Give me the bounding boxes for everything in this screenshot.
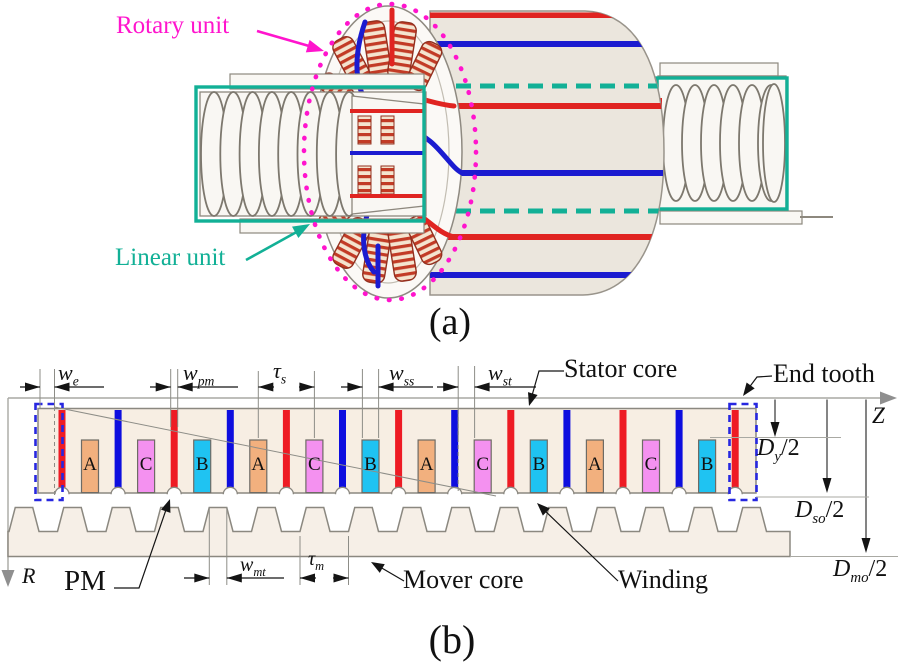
dim-label-wss: wss — [389, 360, 415, 389]
dim-label-dy: Dy/2 — [757, 435, 800, 465]
dim-label-taus: τs — [273, 358, 287, 387]
dim-label-taum: τm — [308, 548, 325, 573]
r-axis-label: R — [22, 563, 36, 588]
winding-slot — [473, 439, 492, 494]
phase-label: A — [251, 454, 266, 475]
caption-a: (a) — [428, 301, 472, 343]
dim-label-wst: wst — [488, 360, 512, 389]
phase-label: B — [195, 454, 209, 475]
pm-bar — [619, 410, 627, 488]
pm-label: PM — [64, 565, 106, 597]
cylinder-stripes — [430, 12, 663, 278]
winding-slot — [529, 439, 548, 494]
end-tooth-label: End tooth — [773, 359, 875, 388]
pm-bar — [282, 410, 290, 488]
winding-slot — [641, 439, 661, 494]
phase-label: A — [419, 454, 434, 475]
winding-slot — [249, 439, 268, 494]
pm-bar — [339, 410, 346, 488]
phase-label: B — [700, 454, 714, 475]
mover-core — [7, 506, 791, 558]
dim-label-dmo: Dmo/2 — [833, 556, 888, 586]
z-axis-label: Z — [872, 403, 885, 428]
panel-b-diagram — [1, 366, 898, 589]
winding-slot — [585, 439, 605, 494]
linear-unit-label: Linear unit — [115, 244, 226, 271]
pm-bar — [58, 410, 66, 488]
rotary-unit-label: Rotary unit — [116, 12, 230, 39]
pm-bar — [675, 410, 683, 488]
phase-label: A — [83, 454, 97, 475]
phase-label: C — [476, 454, 490, 475]
phase-label: A — [588, 454, 602, 475]
pm-bar — [395, 410, 403, 488]
winding-slot — [697, 439, 717, 494]
pm-bar — [451, 410, 459, 488]
phase-label: B — [364, 454, 377, 475]
winding-slot — [193, 439, 212, 494]
pm-bar — [507, 410, 515, 488]
dim-label-wpm: wpm — [183, 360, 215, 389]
winding-slot — [305, 439, 324, 494]
caption-b: (b) — [428, 617, 476, 662]
mover-core-label: Mover core — [403, 565, 524, 594]
phase-label: B — [532, 454, 546, 475]
winding-label: Winding — [618, 565, 708, 594]
pm-bar — [731, 410, 739, 488]
pm-bar — [563, 410, 571, 488]
pm-bar — [170, 410, 178, 488]
winding-slot — [361, 439, 380, 494]
end-tooth-left — [34, 402, 64, 502]
dim-label-we: we — [58, 360, 79, 389]
phase-label: C — [308, 454, 321, 475]
panel-a-illustration — [194, 1, 833, 303]
phase-label: C — [139, 454, 153, 475]
phase-label: C — [644, 454, 658, 475]
winding-slot — [137, 439, 156, 494]
stator-core-label: Stator core — [564, 354, 678, 383]
pm-bar — [226, 410, 234, 488]
winding-slot — [417, 439, 436, 494]
pm-bar — [114, 410, 122, 488]
dim-label-wmt: wmt — [240, 554, 266, 579]
winding-slot — [80, 439, 100, 494]
dim-label-dso: Dso/2 — [795, 497, 845, 527]
end-tooth-right — [728, 402, 758, 502]
